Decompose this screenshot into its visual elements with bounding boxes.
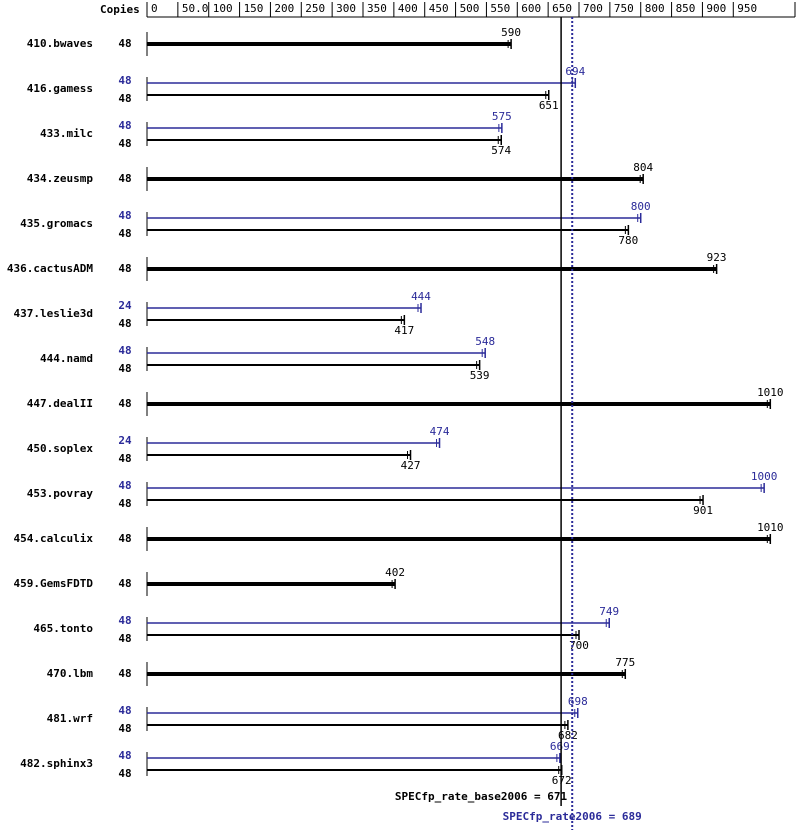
value-label: 800 [631,200,651,213]
copies: 48 [118,497,131,510]
copies-header: Copies [100,3,140,16]
x-tick-label: 500 [460,2,480,15]
copies: 48 [118,172,131,185]
x-tick-label: 350 [367,2,387,15]
copies: 48 [118,137,131,150]
value-label: 1010 [757,386,784,399]
x-tick-label: 550 [490,2,510,15]
copies: 48 [118,37,131,50]
x-tick-label: 450 [429,2,449,15]
value-label: 651 [539,99,559,112]
x-tick-label: 50.0 [182,2,209,15]
x-tick-label: 950 [737,2,757,15]
copies: 48 [118,227,131,240]
value-label: 804 [633,161,653,174]
category-label: 410.bwaves [27,37,93,50]
copies: 48 [118,667,131,680]
copies: 48 [118,722,131,735]
copies: 48 [118,614,131,627]
category-label: 444.namd [40,352,93,365]
category-label: 450.soplex [27,442,94,455]
value-label: 698 [568,695,588,708]
category-label: 465.tonto [33,622,93,635]
copies: 48 [118,344,131,357]
value-label: 1010 [757,521,784,534]
x-tick-label: 150 [244,2,264,15]
value-label: 700 [569,639,589,652]
value-label: 548 [475,335,495,348]
copies: 48 [118,92,131,105]
copies: 48 [118,532,131,545]
copies: 48 [118,704,131,717]
category-label: 434.zeusmp [27,172,94,185]
x-tick-label: 850 [676,2,696,15]
value-label: 694 [565,65,585,78]
category-label: 454.calculix [14,532,94,545]
value-label: 417 [394,324,414,337]
copies: 48 [118,577,131,590]
value-label: 749 [599,605,619,618]
value-label: 923 [707,251,727,264]
x-tick-label: 750 [614,2,634,15]
copies: 24 [118,299,132,312]
category-label: 435.gromacs [20,217,93,230]
copies: 48 [118,452,131,465]
x-tick-label: 300 [336,2,356,15]
copies: 48 [118,74,131,87]
category-label: 416.gamess [27,82,93,95]
copies: 48 [118,479,131,492]
value-label: 539 [470,369,490,382]
value-label: 444 [411,290,431,303]
value-label: 474 [430,425,450,438]
x-tick-label: 100 [213,2,233,15]
x-tick-label: 600 [521,2,541,15]
value-label: 575 [492,110,512,123]
category-label: 447.dealII [27,397,93,410]
value-label: 427 [401,459,421,472]
copies: 48 [118,119,131,132]
x-tick-label: 700 [583,2,603,15]
copies: 48 [118,749,131,762]
category-label: 433.milc [40,127,93,140]
x-tick-label: 250 [305,2,325,15]
copies: 48 [118,632,131,645]
x-tick-label: 400 [398,2,418,15]
copies: 48 [118,767,131,780]
category-label: 437.leslie3d [14,307,93,320]
category-label: 482.sphinx3 [20,757,93,770]
copies: 48 [118,317,131,330]
copies: 48 [118,397,131,410]
x-tick-label: 0 [151,2,158,15]
value-label: 1000 [751,470,778,483]
copies: 48 [118,262,131,275]
x-tick-label: 800 [645,2,665,15]
value-label: 775 [615,656,635,669]
reference-label: SPECfp_rate_base2006 = 671 [395,790,568,803]
reference-label: SPECfp_rate2006 = 689 [503,810,642,823]
value-label: 590 [501,26,521,39]
value-label: 669 [550,740,570,753]
category-label: 453.povray [27,487,94,500]
value-label: 901 [693,504,713,517]
value-label: 402 [385,566,405,579]
x-tick-label: 650 [552,2,572,15]
copies: 48 [118,362,131,375]
category-label: 481.wrf [47,712,93,725]
value-label: 780 [618,234,638,247]
x-tick-label: 200 [274,2,294,15]
category-label: 470.lbm [47,667,94,680]
x-tick-label: 900 [706,2,726,15]
copies: 24 [118,434,132,447]
category-label: 459.GemsFDTD [14,577,94,590]
copies: 48 [118,209,131,222]
value-label: 574 [491,144,511,157]
category-label: 436.cactusADM [7,262,93,275]
